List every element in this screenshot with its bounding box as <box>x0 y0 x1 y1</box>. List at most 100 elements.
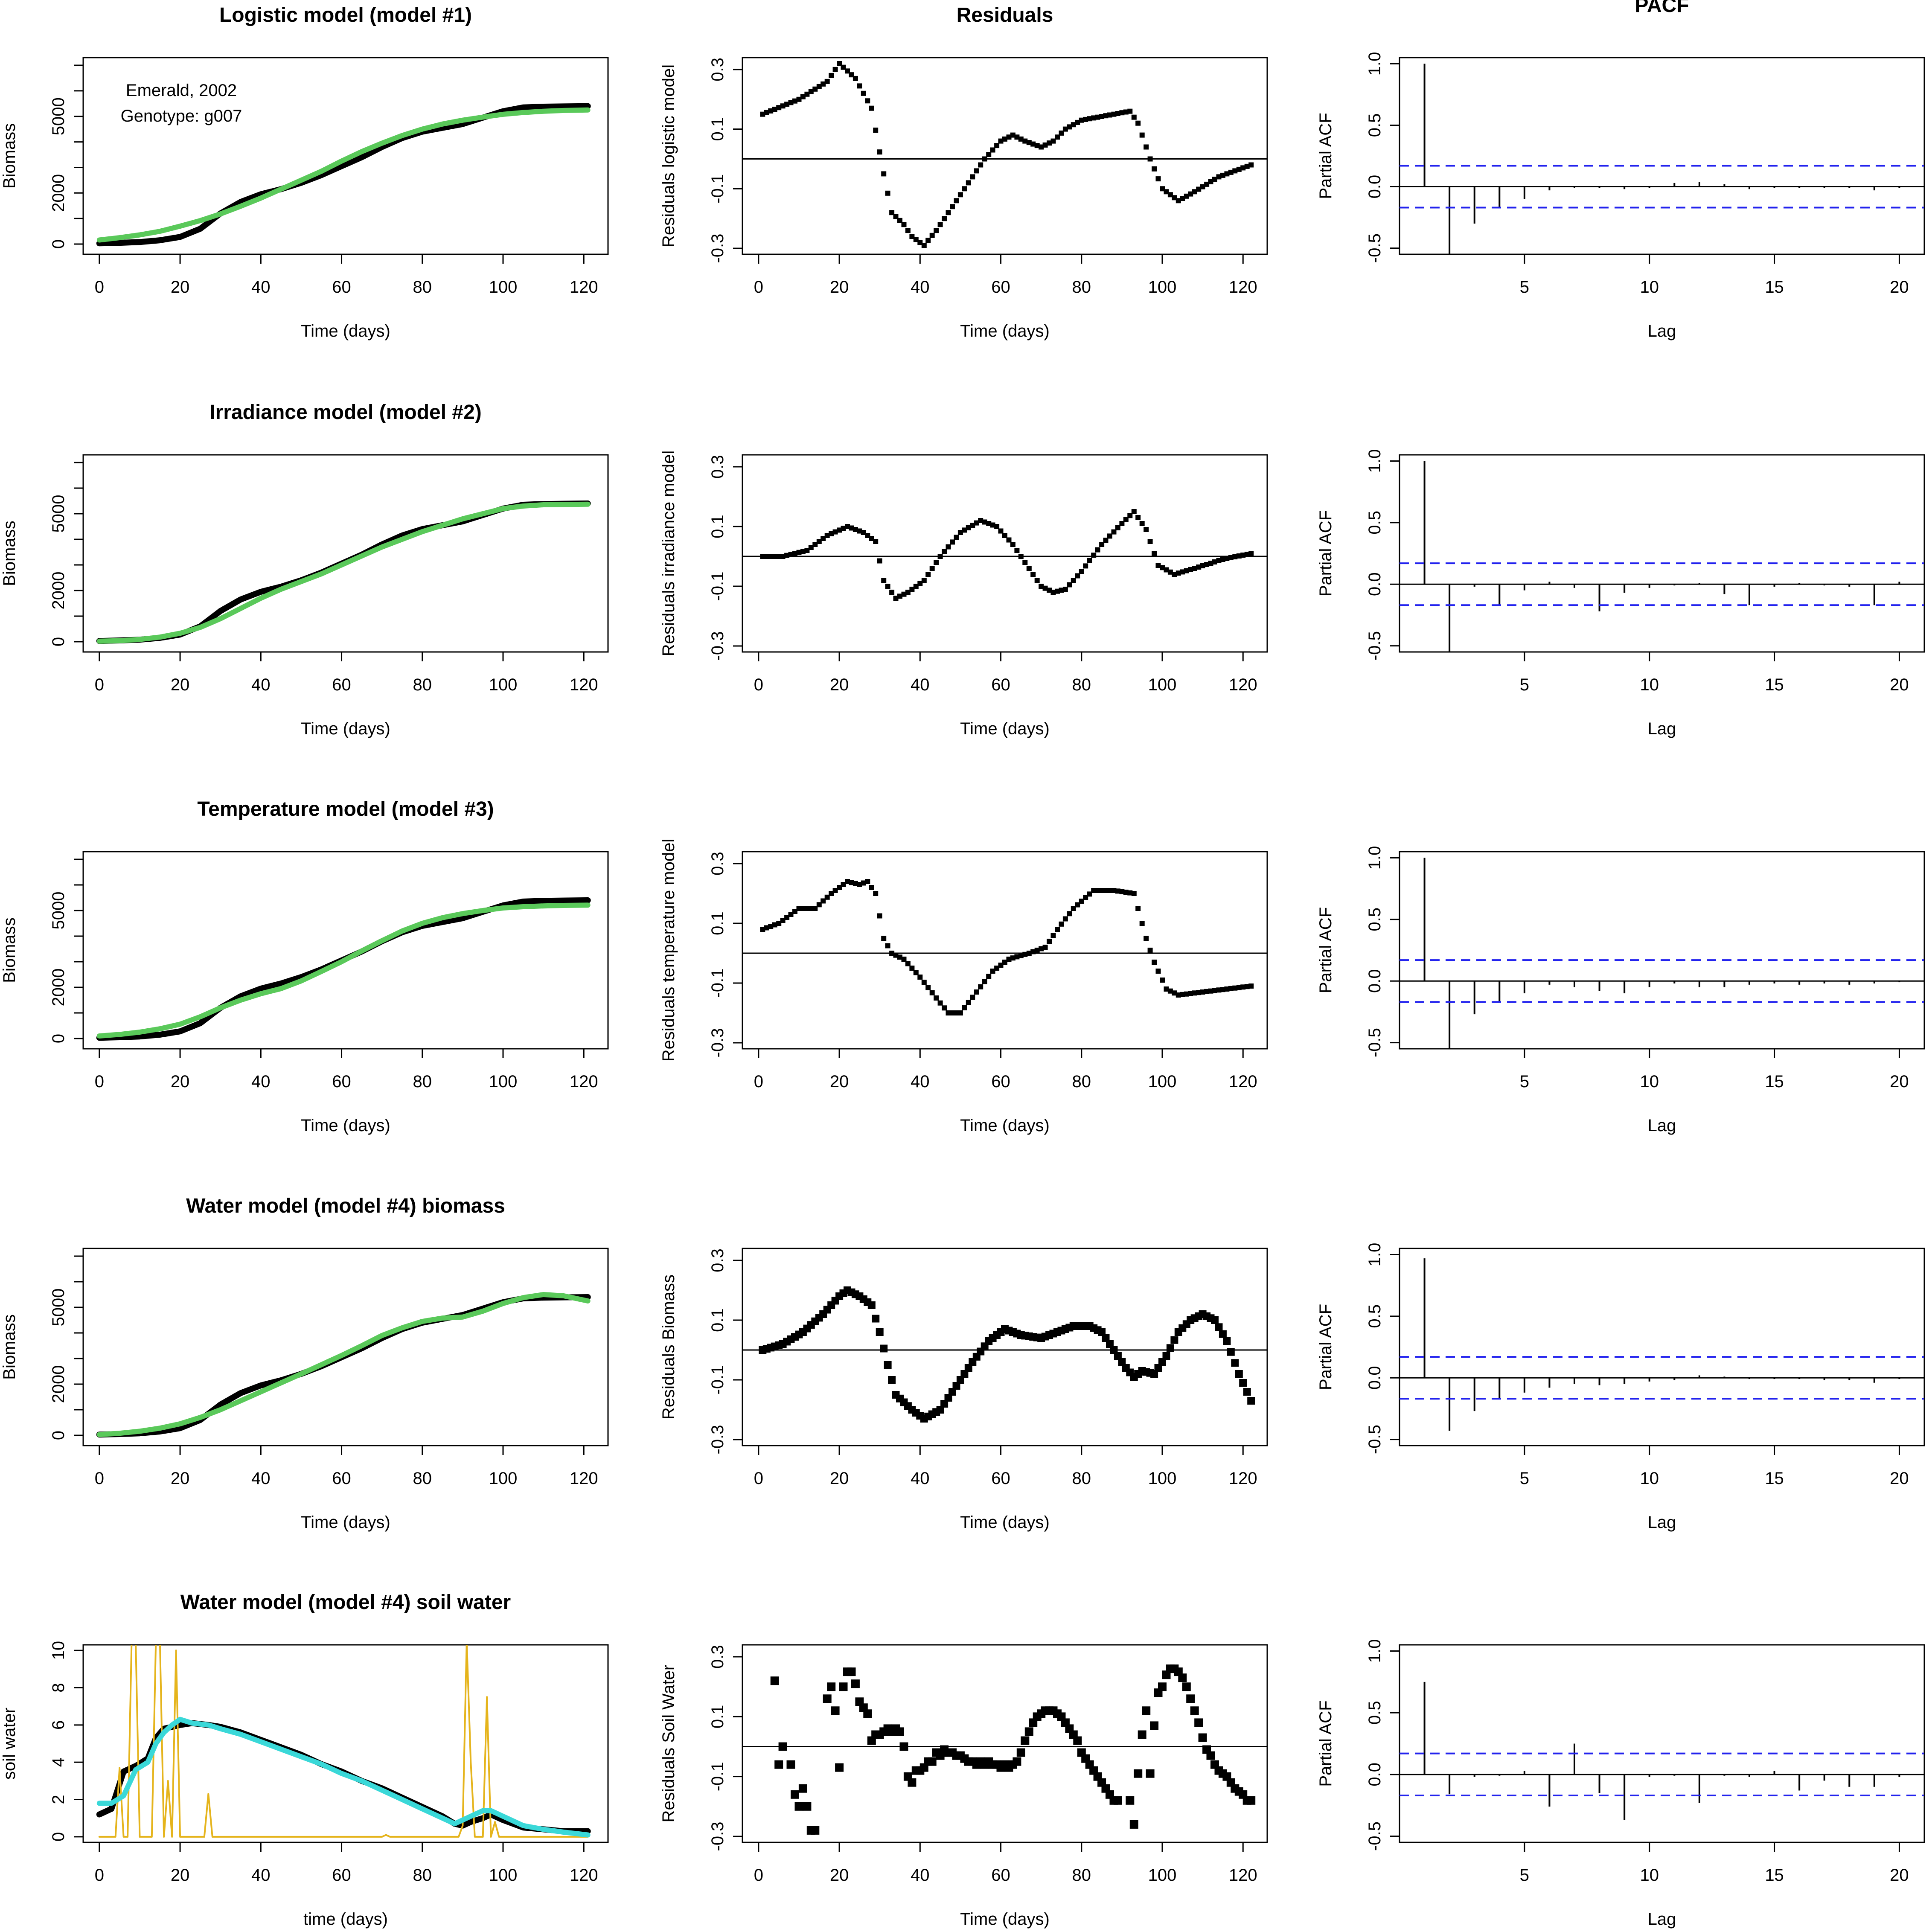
residual-point <box>950 1010 955 1015</box>
residual-point <box>1129 1820 1138 1829</box>
residual-point <box>869 536 874 541</box>
residual-point <box>1243 1388 1251 1396</box>
x-tick-label: 20 <box>171 1469 190 1488</box>
residual-point <box>1115 888 1120 894</box>
residual-point <box>905 228 911 233</box>
residual-point <box>929 566 935 571</box>
residual-point <box>776 105 782 111</box>
residual-point <box>768 554 774 559</box>
plot-frame <box>1399 454 1925 653</box>
plot-area <box>96 500 591 644</box>
residual-point <box>1228 555 1234 560</box>
plot-frame <box>82 1248 609 1446</box>
residual-point <box>1123 109 1129 115</box>
panel-title: Temperature model (model #3) <box>197 798 494 820</box>
x-tick-label: 0 <box>95 1469 104 1488</box>
residual-point <box>1110 1346 1118 1354</box>
residual-point <box>950 539 955 545</box>
residual-point <box>841 882 846 887</box>
residual-point <box>841 526 846 531</box>
residual-point <box>780 103 786 109</box>
residual-point <box>1215 1323 1223 1331</box>
residual-point <box>837 885 842 890</box>
residual-point <box>829 891 834 896</box>
residual-point <box>1079 117 1084 123</box>
residual-point <box>897 594 902 599</box>
panel-water-soil-resid: 0 20 40 60 80 100 120 -0.3 -0.1 0.1 0.3 Time (days)… <box>659 1644 1268 1929</box>
residual-point <box>956 1376 964 1384</box>
residual-point <box>1143 527 1149 532</box>
residual-point <box>978 984 983 989</box>
y-tick-label: 5000 <box>49 97 68 135</box>
residual-point <box>832 888 838 893</box>
panel-title: Water model (model #4) soil water <box>180 1591 511 1614</box>
residual-point <box>966 180 971 186</box>
x-tick-label: 80 <box>1072 1469 1091 1488</box>
plot-frame <box>82 1644 609 1843</box>
residual-point <box>1206 1751 1215 1760</box>
residual-point <box>1170 1336 1178 1344</box>
residual-point <box>893 596 899 601</box>
residual-point <box>880 1344 888 1353</box>
residual-point <box>1172 572 1177 577</box>
y-tick-label: 2000 <box>49 174 68 212</box>
panel-logistic-resid: Residuals 0 20 40 60 80 100 120 -0.3 -0.1 0.1 0.3 Ti… <box>659 4 1268 340</box>
residual-point <box>816 539 822 544</box>
x-tick-label: 20 <box>1890 1866 1909 1885</box>
x-tick-label: 20 <box>830 1866 849 1885</box>
y-tick-label: -0.1 <box>708 1762 727 1791</box>
residual-point <box>990 522 995 528</box>
residual-point <box>1164 567 1169 573</box>
fitted-soil-water-line <box>96 1717 591 1838</box>
residual-point <box>1138 1730 1146 1739</box>
y-tick-label: 0.0 <box>1365 969 1384 993</box>
residual-point <box>778 1742 787 1751</box>
x-axis-label: Time (days) <box>960 1910 1050 1929</box>
residual-point <box>800 549 806 554</box>
x-tick-label: 10 <box>1640 1469 1659 1488</box>
residual-point <box>982 156 987 162</box>
residual-point <box>1034 948 1040 953</box>
residual-point <box>835 1763 844 1772</box>
y-tick-label: 5000 <box>49 495 68 533</box>
residual-point <box>1083 116 1088 122</box>
residual-point <box>816 902 822 908</box>
y-tick-label: 0.5 <box>1365 1701 1384 1725</box>
x-tick-label: 10 <box>1640 278 1659 297</box>
x-tick-label: 120 <box>570 1469 598 1488</box>
residual-point <box>1075 119 1080 125</box>
residual-point <box>1047 140 1052 146</box>
residual-point <box>925 985 931 990</box>
residual-point <box>1030 949 1036 954</box>
x-tick-label: 100 <box>489 1866 518 1885</box>
residual-point <box>909 234 915 239</box>
residual-point <box>1154 1364 1162 1372</box>
residual-point <box>1022 138 1028 144</box>
residual-point <box>986 521 992 526</box>
y-tick-label: 1.0 <box>1365 1243 1384 1267</box>
y-axis-label: Biomass <box>0 123 19 189</box>
y-tick-label: 0.0 <box>1365 175 1384 199</box>
residual-point <box>869 885 874 890</box>
x-axis-label: Time (days) <box>301 1513 390 1532</box>
residual-point <box>865 879 870 884</box>
y-tick-label: -0.1 <box>708 174 727 204</box>
residual-point <box>934 995 939 1001</box>
residual-point <box>784 102 790 107</box>
panel-water-biomass-resid: 0 20 40 60 80 100 120 -0.3 -0.1 0.1 0.3 Time (days)… <box>659 1248 1268 1532</box>
residual-point <box>877 913 882 919</box>
residual-point <box>974 168 979 174</box>
residual-point <box>960 1370 969 1378</box>
x-tick-label: 100 <box>489 1469 518 1488</box>
residual-point <box>1244 552 1250 557</box>
x-tick-label: 15 <box>1765 1469 1784 1488</box>
x-tick-label: 20 <box>830 1072 849 1091</box>
panel-irradiance-fit: Irradiance model (model #2) 0 20 40 60 80 100 1… <box>0 401 609 738</box>
residual-point <box>1227 1348 1235 1356</box>
y-tick-label: 0.3 <box>708 1645 727 1669</box>
x-tick-label: 60 <box>332 1469 351 1488</box>
x-tick-label: 80 <box>413 1866 432 1885</box>
residual-point <box>1111 888 1117 893</box>
y-axis-label: Partial ACF <box>1316 1700 1335 1786</box>
residual-point <box>921 243 927 248</box>
